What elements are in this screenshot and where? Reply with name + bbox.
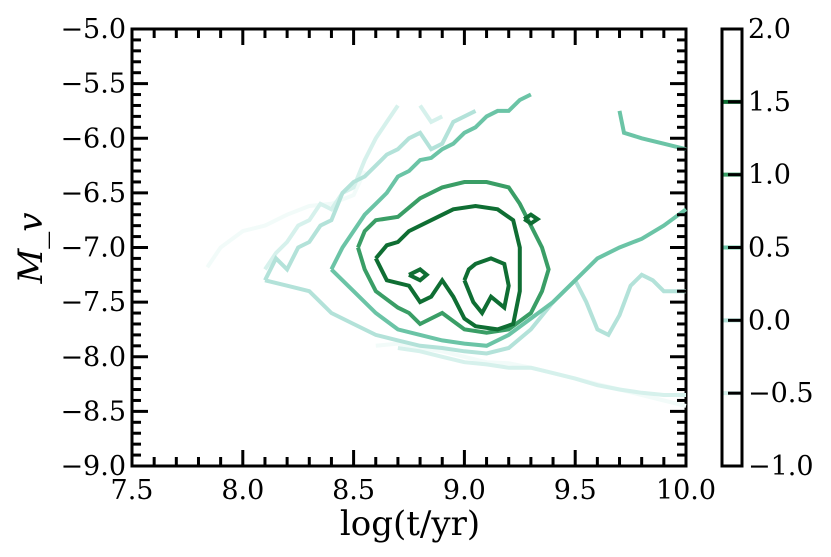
- contour-level-neg0p5-path-0: [263, 104, 400, 271]
- x-tick-label: 9.0: [443, 475, 486, 506]
- colorbar-tick-label: 0.5: [748, 233, 791, 264]
- y-tick-label: −8.5: [60, 396, 126, 427]
- x-axis-label: log(t/yr): [340, 504, 480, 544]
- axes-ticks: 7.5 8.0 8.5 9.0 9.5 10.0 −5.0 −5.5 −6.0 −6.5 −7.0 −…: [60, 14, 716, 506]
- y-tick-label: −5.0: [60, 14, 126, 45]
- contour-level-0p5-path-2: [617, 110, 687, 152]
- y-tick-label: −5.5: [60, 69, 126, 100]
- colorbar-tick-label: 2.0: [748, 14, 791, 45]
- y-tick-label: −8.0: [60, 342, 126, 373]
- contour-level-1p5-path-2: [408, 267, 430, 283]
- contour-level-neg0p5-path-2: [397, 346, 686, 397]
- plot-area: [130, 27, 688, 468]
- contour-level-neg1-path-0: [205, 170, 367, 269]
- colorbar-tick-label: −0.5: [748, 378, 814, 409]
- contour-level-1p5-path-1: [523, 212, 542, 226]
- contour-level-0-path-1: [264, 272, 686, 356]
- y-axis-label: M_v: [11, 212, 51, 284]
- colorbar-tick-label: −1.0: [748, 451, 814, 482]
- y-tick-label: −9.0: [60, 451, 126, 482]
- x-tick-label: 8.5: [332, 475, 375, 506]
- contour-level-0p5-path-1: [329, 207, 688, 348]
- contour-level-1p5-path-3: [462, 256, 511, 317]
- colorbar-tick-label: 1.0: [748, 160, 791, 191]
- contour-level-1p5-path-0: [374, 203, 522, 332]
- y-tick-label: −7.0: [60, 233, 126, 264]
- contour-lines: [205, 92, 688, 408]
- contour-level-0p5-path-0: [329, 92, 532, 271]
- x-tick-label: 8.0: [221, 475, 264, 506]
- colorbar: −1.0 −0.5 0.0 0.5 1.0 1.5 2.0: [720, 14, 814, 482]
- y-tick-label: −6.0: [60, 123, 126, 154]
- x-tick-label: 10.0: [656, 475, 716, 506]
- contour-level-0-path-0: [263, 109, 477, 282]
- contour-level-neg0p5-path-1: [418, 104, 444, 125]
- y-tick-label: −7.5: [60, 287, 126, 318]
- y-tick-label: −6.5: [60, 178, 126, 209]
- x-tick-label: 9.5: [554, 475, 597, 506]
- contour-level-1-path-0: [356, 180, 551, 335]
- colorbar-tick-label: 1.5: [748, 87, 791, 118]
- colorbar-tick-label: 0.0: [748, 305, 791, 336]
- plot-frame: [130, 27, 688, 468]
- x-tick-label: 7.5: [111, 475, 154, 506]
